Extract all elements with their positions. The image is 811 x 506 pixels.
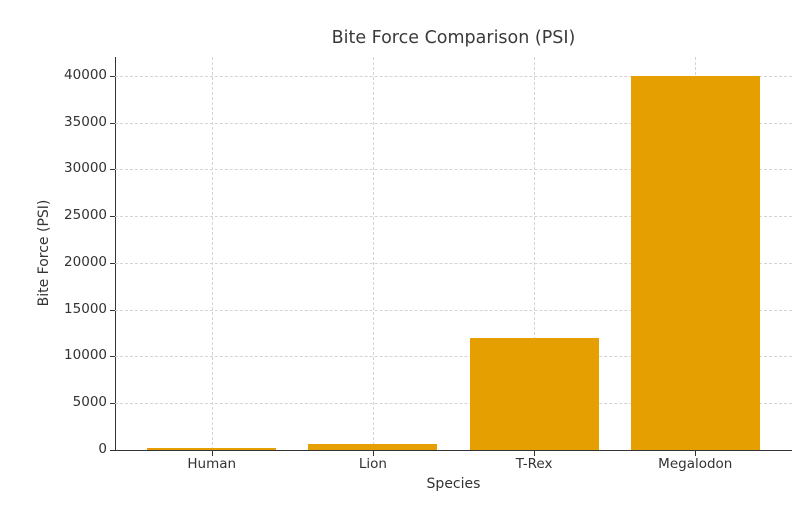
- y-tick-mark: [110, 169, 115, 171]
- bar-human: [147, 448, 277, 450]
- gridline-horizontal: [115, 169, 792, 171]
- x-tick-label: T-Rex: [515, 456, 553, 472]
- plot-area: [110, 57, 792, 456]
- x-axis-line: [115, 450, 792, 451]
- y-tick-label: 15000: [64, 300, 107, 317]
- chart-title: Bite Force Comparison (PSI): [331, 28, 576, 48]
- y-tick-mark: [110, 356, 115, 358]
- x-tick-mark: [372, 451, 374, 456]
- bar-t-rex: [469, 337, 599, 450]
- y-tick-mark: [110, 309, 115, 311]
- x-tick-label: Lion: [358, 456, 387, 472]
- y-tick-label: 5000: [72, 394, 107, 411]
- y-tick-label: 25000: [64, 207, 107, 224]
- y-tick-mark: [110, 216, 115, 218]
- bar-lion: [308, 443, 438, 450]
- y-tick-label: 35000: [64, 113, 107, 130]
- gridline-vertical: [372, 57, 374, 450]
- y-tick-label: 20000: [64, 253, 107, 270]
- y-axis-line: [115, 57, 116, 450]
- y-axis-label: Bite Force (PSI): [36, 199, 52, 307]
- y-tick-label: 40000: [64, 66, 107, 83]
- y-tick-label: 30000: [64, 160, 107, 177]
- y-tick-label: 0: [98, 441, 107, 457]
- gridline-horizontal: [115, 356, 792, 358]
- gridline-horizontal: [115, 122, 792, 124]
- gridline-horizontal: [115, 262, 792, 264]
- gridline-vertical: [211, 57, 213, 450]
- x-tick-mark: [534, 451, 536, 456]
- gridline-horizontal: [115, 75, 792, 77]
- x-tick-mark: [695, 451, 697, 456]
- y-tick-mark: [110, 262, 115, 264]
- bar-megalodon: [630, 75, 760, 450]
- y-tick-mark: [110, 450, 115, 451]
- y-tick-label: 10000: [64, 347, 107, 364]
- x-tick-label: Megalodon: [658, 456, 733, 472]
- gridline-vertical: [534, 57, 536, 450]
- y-tick-mark: [110, 122, 115, 124]
- gridline-horizontal: [115, 403, 792, 405]
- y-tick-mark: [110, 403, 115, 405]
- x-axis-label: Species: [426, 476, 481, 492]
- x-tick-mark: [211, 451, 213, 456]
- gridline-horizontal: [115, 309, 792, 311]
- y-tick-mark: [110, 75, 115, 77]
- gridline-horizontal: [115, 216, 792, 218]
- x-tick-label: Human: [187, 456, 237, 472]
